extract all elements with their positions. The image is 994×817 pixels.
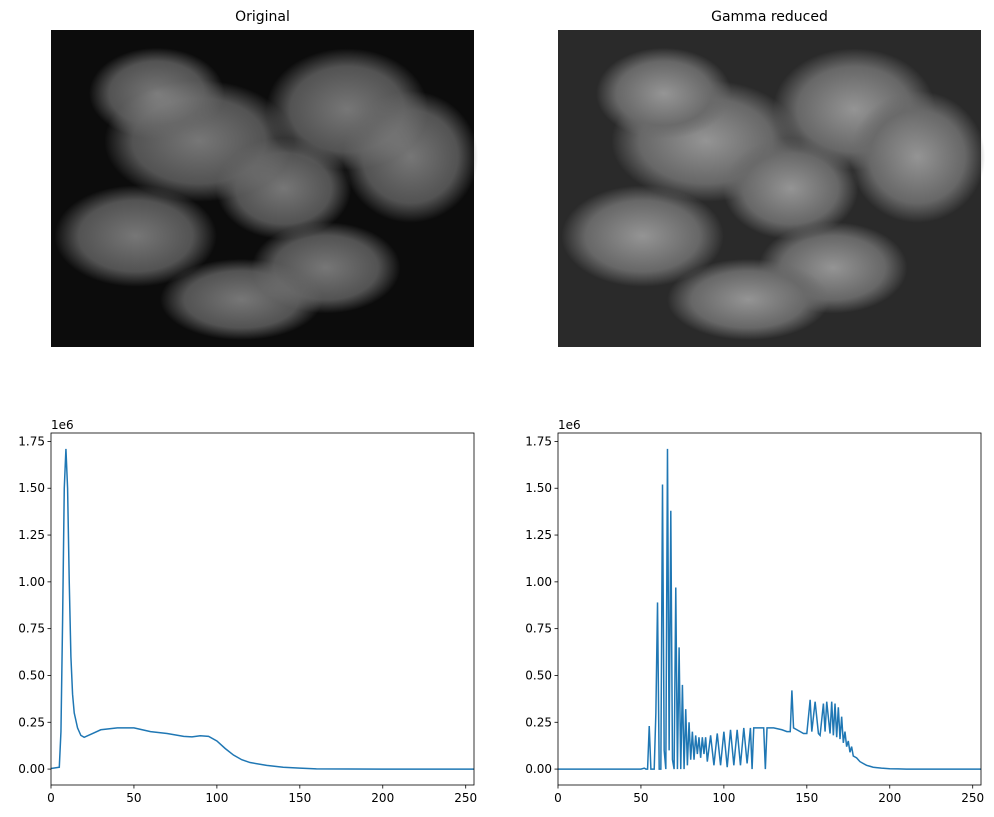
x-tick-label: 250 (961, 791, 984, 805)
cell (89, 47, 225, 140)
cell (160, 258, 323, 341)
x-tick-label: 250 (454, 791, 477, 805)
axes-frame (557, 432, 982, 786)
y-tick-label: 0.00 (525, 762, 552, 776)
y-tick-label: 0.75 (525, 622, 552, 636)
y-tick-label: 1.50 (525, 481, 552, 495)
y-tick-label: 1.25 (18, 528, 45, 542)
x-tick-label: 200 (878, 791, 901, 805)
y-tick-label: 1.00 (525, 575, 552, 589)
y-tick-label: 0.25 (525, 715, 552, 729)
x-tick-label: 150 (795, 791, 818, 805)
y-tick-label: 0.50 (18, 668, 45, 682)
x-tick-label: 0 (554, 791, 562, 805)
x-tick-label: 100 (205, 791, 228, 805)
cell (667, 258, 830, 341)
image-title: Gamma reduced (711, 9, 828, 25)
x-tick-label: 200 (371, 791, 394, 805)
y-tick-label: 1.50 (18, 481, 45, 495)
cell (342, 90, 479, 223)
y-tick-label: 0.00 (18, 762, 45, 776)
histogram-line (558, 448, 981, 770)
x-tick-label: 100 (712, 791, 735, 805)
y-tick-label: 1.75 (525, 434, 552, 448)
y-offset-label: 1e6 (51, 418, 74, 432)
axes-frame (50, 432, 475, 786)
y-tick-label: 0.75 (18, 622, 45, 636)
x-tick-label: 0 (47, 791, 55, 805)
image-title: Original (235, 9, 290, 25)
y-tick-label: 1.25 (525, 528, 552, 542)
cell (849, 90, 986, 223)
x-tick-label: 50 (126, 791, 141, 805)
x-tick-label: 50 (633, 791, 648, 805)
y-tick-label: 0.25 (18, 715, 45, 729)
cell (561, 185, 724, 287)
y-tick-label: 1.00 (18, 575, 45, 589)
y-tick-label: 0.50 (525, 668, 552, 682)
image (558, 30, 986, 347)
cell (596, 47, 732, 140)
x-tick-label: 150 (288, 791, 311, 805)
y-offset-label: 1e6 (558, 418, 581, 432)
histogram-line (51, 448, 474, 770)
cell (54, 185, 217, 287)
y-tick-label: 1.75 (18, 434, 45, 448)
image (51, 30, 479, 347)
